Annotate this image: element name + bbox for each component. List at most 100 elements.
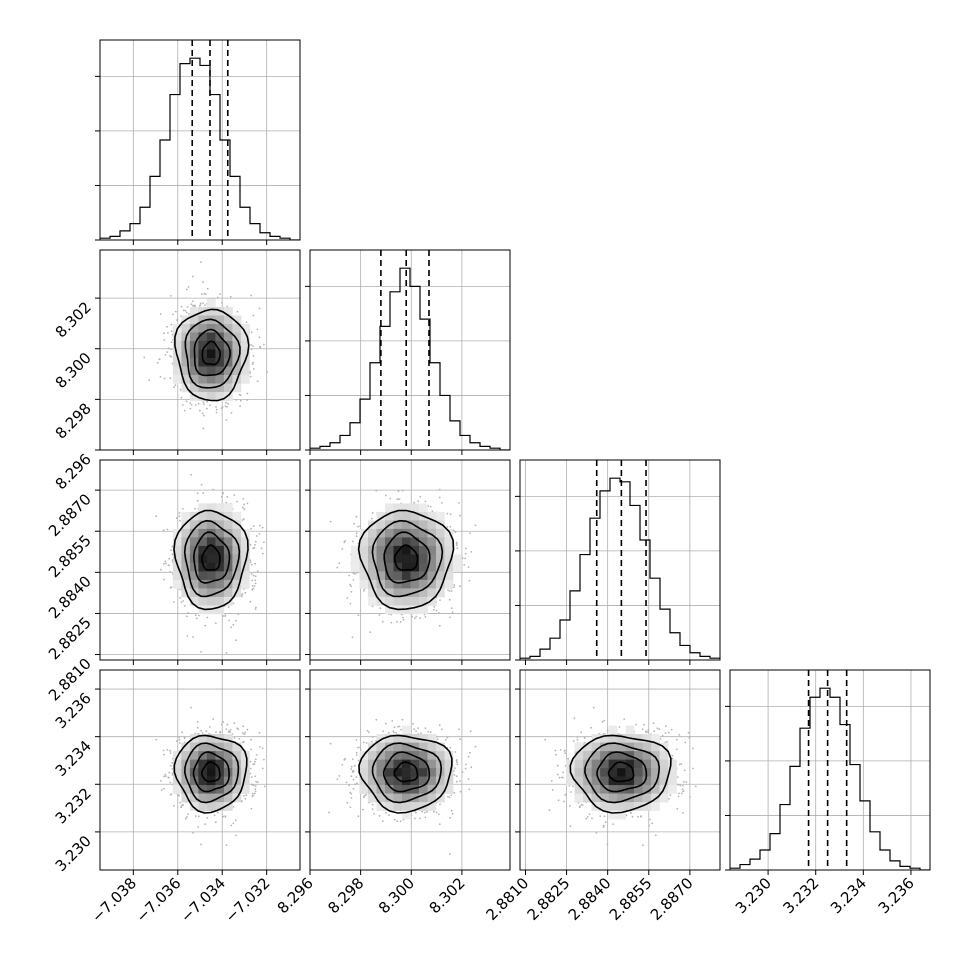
density-cell [385,503,394,513]
density-cell [189,528,199,538]
scatter-point [214,622,217,624]
scatter-point [261,552,264,555]
scatter-point [164,353,167,356]
scatter-point [241,593,244,596]
scatter-point [215,408,218,411]
scatter-point [187,612,190,614]
scatter-point [221,406,224,408]
density-cell [240,324,250,333]
density-cell [198,324,208,333]
density-cell [368,528,377,538]
scatter-point [390,621,393,624]
density-cell [410,571,420,581]
scatter-point [168,771,171,774]
scatter-point [352,572,355,575]
density-cell [215,358,225,367]
scatter-point [371,512,374,514]
density-cell [427,571,437,581]
scatter-point [252,314,255,317]
density-cell [393,537,403,547]
density-cell [410,545,420,555]
scatter-point [168,564,170,567]
scatter-point [250,348,253,351]
scatter-point [163,578,165,581]
scatter-point [214,821,217,824]
scatter-point [220,495,223,498]
density-cell [436,545,445,555]
scatter-point [402,616,404,619]
scatter-point [174,310,177,313]
contour-level-1 [193,328,232,377]
density-cell [206,588,216,598]
density-cell [402,588,411,598]
density-cell [198,528,208,538]
scatter-point [254,579,257,582]
density-cell [232,579,242,589]
density-cell [393,520,403,530]
density-cell [189,392,199,401]
scatter-point [186,635,189,637]
density-cell [206,545,216,555]
density-cell [189,332,199,342]
density-cell [172,545,182,555]
density-cell [393,579,403,589]
scatter-point [379,607,382,609]
density-cell [223,579,233,589]
density-cell [206,341,216,350]
scatter-point [201,412,204,415]
scatter-point [166,351,169,353]
density-cell [368,562,377,572]
density-cell [181,588,191,598]
scatter-point [397,498,399,501]
scatter-point [453,586,455,588]
density-group [329,488,477,639]
contour-level-2 [371,519,444,598]
contour-level-0 [201,340,222,366]
scatter-point [206,616,209,619]
density-cell [181,579,191,589]
contour-level-2 [183,519,241,598]
scatter-point [338,562,341,565]
density-cell [453,562,462,572]
density-cell [206,375,216,384]
scatter-point [378,614,381,616]
scatter-point [419,495,422,498]
scatter-point [346,597,349,599]
scatter-point [243,733,246,736]
scatter-point [251,363,254,365]
y-tick-label-2-3: 2.8855 [45,531,95,581]
density-group [155,473,265,654]
scatter-point [180,305,183,308]
density-cell [198,511,208,521]
scatter-point [199,409,201,412]
scatter-point [469,532,471,534]
density-cell [223,588,233,598]
contour-level-1 [383,531,431,584]
scatter-point [167,347,170,350]
scatter-point [449,513,452,516]
scatter-point [470,551,473,553]
density-cell [359,545,369,555]
scatter-point [243,503,245,506]
density-cell [402,537,411,547]
scatter-point [246,502,249,505]
scatter-point [433,605,436,608]
density-cell [376,511,386,521]
scatter-point [251,579,254,582]
density-cell [444,528,454,538]
density-cell [427,579,437,589]
density-cell [240,341,250,350]
density-cell [223,383,233,393]
scatter-point [355,532,358,535]
scatter-point [336,566,339,569]
scatter-point [226,305,229,308]
density-cell [240,349,250,359]
scatter-point [266,371,269,373]
y-tick-label-1-2: 8.300 [52,349,95,392]
density-cell [232,332,242,342]
density-cell [368,554,377,564]
scatter-point [183,605,186,607]
